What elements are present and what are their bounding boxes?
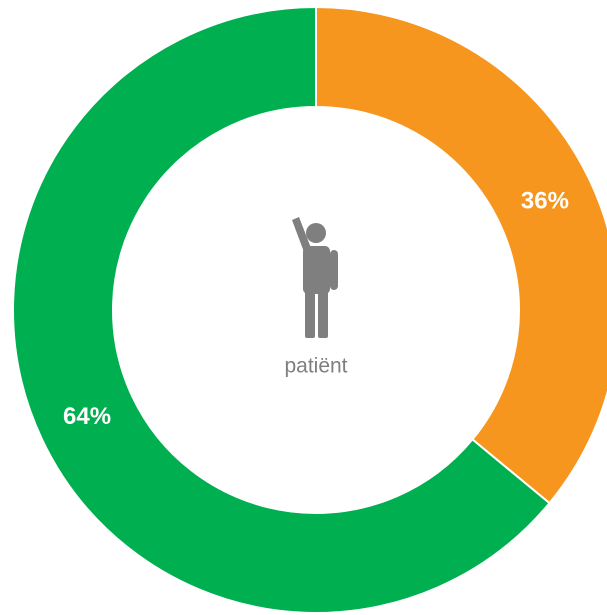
icon-leg [305,286,315,338]
person-icon [292,217,338,338]
center-label: patiënt [284,355,347,378]
donut-slice [12,5,551,614]
icon-arm-raised [292,217,311,252]
value-label: 64% [63,403,111,430]
slices [12,5,607,614]
donut-slice [315,5,607,505]
icon-leg [318,286,328,338]
icon-arm [330,250,338,290]
icon-head [306,223,326,243]
value-label: 36% [521,188,569,215]
icon-body [303,246,330,294]
